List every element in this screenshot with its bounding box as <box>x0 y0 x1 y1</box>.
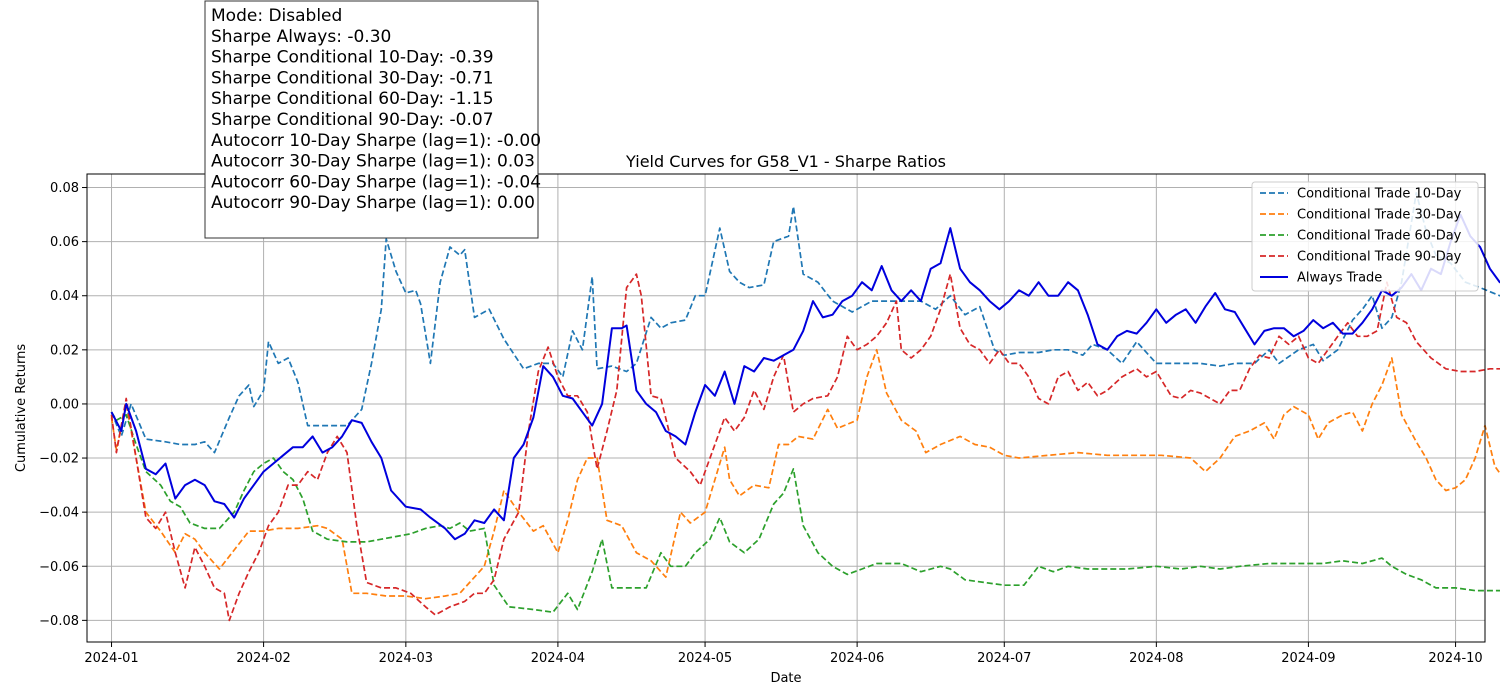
stats-line: Sharpe Conditional 60-Day: -1.15 <box>211 89 494 109</box>
series-line-conditional-trade-10-day <box>110 192 1500 454</box>
x-tick-label: 2024-03 <box>379 651 433 666</box>
stats-line: Sharpe Conditional 30-Day: -0.71 <box>211 68 494 88</box>
y-tick-label: 0.04 <box>50 289 79 304</box>
stats-line: Autocorr 90-Day Sharpe (lag=1): 0.00 <box>211 193 535 213</box>
stats-line: Sharpe Conditional 90-Day: -0.07 <box>211 110 494 130</box>
x-tick-label: 2024-05 <box>678 651 732 666</box>
x-tick-label: 2024-10 <box>1428 651 1482 666</box>
plot-frame <box>86 173 1486 643</box>
series-line-always-trade <box>110 213 1500 541</box>
legend-entry: Conditional Trade 90-Day <box>1297 250 1462 265</box>
y-tick-label: −0.04 <box>39 506 79 521</box>
x-tick-label: 2024-08 <box>1129 651 1183 666</box>
x-tick-label: 2024-07 <box>977 651 1031 666</box>
x-tick-label: 2024-02 <box>236 651 290 666</box>
chart-title: Yield Curves for G58_V1 - Sharpe Ratios <box>625 152 946 172</box>
stats-line: Mode: Disabled <box>211 6 342 26</box>
y-tick-label: −0.06 <box>39 560 79 575</box>
x-tick-label: 2024-06 <box>830 651 884 666</box>
y-axis-label: Cumulative Returns <box>14 344 29 472</box>
x-axis-label: Date <box>770 671 801 686</box>
x-tick-label: 2024-04 <box>531 651 585 666</box>
series-line-conditional-trade-30-day <box>110 348 1500 600</box>
y-tick-label: 0.06 <box>50 235 79 250</box>
y-axis: −0.08 −0.06 −0.04 −0.02 0.00 0.02 0.04 0.06 0.08 <box>39 181 87 629</box>
y-tick-label: 0.00 <box>50 397 79 412</box>
legend-entry: Conditional Trade 10-Day <box>1297 187 1462 202</box>
series-line-conditional-trade-90-day <box>110 273 1500 622</box>
stats-line: Sharpe Conditional 10-Day: -0.39 <box>211 48 494 68</box>
stats-line: Sharpe Always: -0.30 <box>211 27 391 47</box>
y-tick-label: −0.08 <box>39 614 79 629</box>
y-tick-label: −0.02 <box>39 452 79 467</box>
series-line-conditional-trade-60-day <box>110 411 1500 614</box>
series-layer <box>110 192 1500 622</box>
legend-entry: Conditional Trade 30-Day <box>1297 208 1462 223</box>
x-tick-label: 2024-01 <box>84 651 138 666</box>
x-axis: 2024-01 2024-02 2024-03 2024-04 2024-05 2024-… <box>84 642 1483 666</box>
legend-entry: Conditional Trade 60-Day <box>1297 229 1462 244</box>
stats-line: Autocorr 60-Day Sharpe (lag=1): -0.04 <box>211 172 541 192</box>
stats-line: Autocorr 10-Day Sharpe (lag=1): -0.00 <box>211 131 541 151</box>
legend: Conditional Trade 10-Day Conditional Trad… <box>1251 181 1479 292</box>
y-tick-label: 0.08 <box>50 181 79 196</box>
stats-line: Autocorr 30-Day Sharpe (lag=1): 0.03 <box>211 152 535 172</box>
legend-frame <box>1251 181 1479 292</box>
y-tick-label: 0.02 <box>50 343 79 358</box>
legend-entry: Always Trade <box>1297 271 1382 286</box>
x-tick-label: 2024-09 <box>1281 651 1335 666</box>
grid <box>87 174 1485 642</box>
stats-frame <box>204 0 539 239</box>
